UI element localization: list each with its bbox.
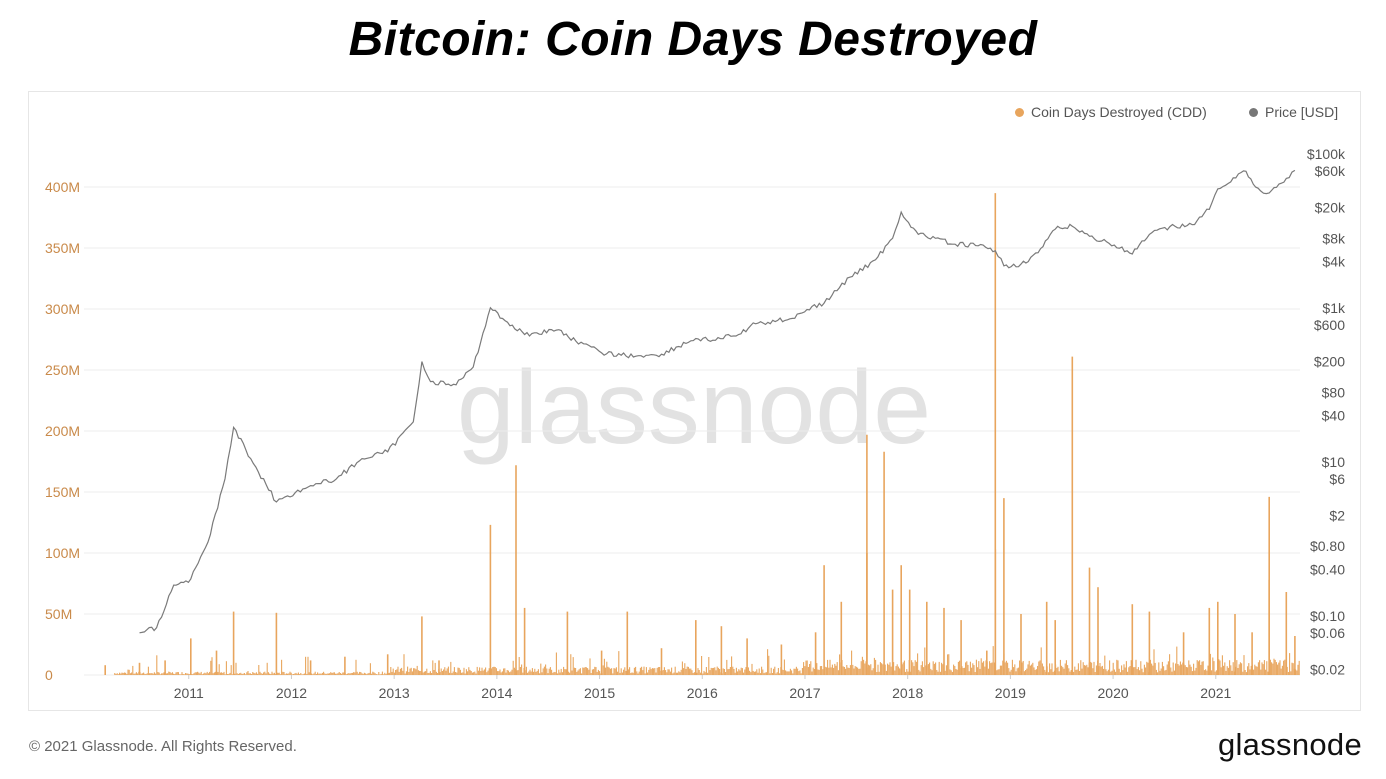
- axes: 0 50M 100M 150M 200M 250M 300M 350M 400M $0.02 $0.…: [45, 146, 1346, 701]
- right-tick-label: $0.80: [1310, 538, 1345, 554]
- x-tick-label: 2012: [276, 685, 307, 701]
- left-tick-label: 200M: [45, 423, 80, 439]
- grid: [84, 186, 1300, 676]
- cdd-bars: [104, 193, 1300, 675]
- glassnode-logo[interactable]: glassnode: [1217, 727, 1362, 762]
- chart-frame: [28, 91, 1361, 711]
- price-path: [139, 169, 1296, 634]
- right-tick-label: $600: [1314, 317, 1345, 333]
- page-title: Bitcoin: Coin Days Destroyed: [348, 13, 1038, 66]
- legend-price-label: Price [USD]: [1265, 104, 1339, 120]
- x-tick-label: 2020: [1098, 685, 1129, 701]
- watermark: glassnode: [457, 350, 931, 466]
- legend-cdd-marker: [1015, 107, 1024, 117]
- legend-cdd-label: Coin Days Destroyed (CDD): [1031, 104, 1207, 120]
- right-tick-label: $200: [1314, 354, 1345, 370]
- x-tick-label: 2019: [995, 685, 1026, 701]
- right-tick-label: $4k: [1322, 253, 1346, 269]
- right-tick-label: $6: [1329, 471, 1345, 487]
- left-tick-label: 250M: [45, 362, 80, 378]
- x-tick-label: 2017: [789, 685, 820, 701]
- left-tick-label: 150M: [45, 484, 80, 500]
- legend-item-cdd[interactable]: Coin Days Destroyed (CDD): [1015, 104, 1207, 120]
- x-tick-label: 2013: [379, 685, 410, 701]
- left-tick-label: 350M: [45, 240, 80, 256]
- x-tick-label: 2021: [1200, 685, 1231, 701]
- legend-item-price[interactable]: Price [USD]: [1249, 104, 1338, 120]
- legend-price-marker: [1249, 107, 1258, 117]
- x-tick-label: 2015: [584, 685, 615, 701]
- right-tick-label: $60k: [1315, 163, 1346, 179]
- right-tick-label: $1k: [1322, 300, 1346, 316]
- x-tick-label: 2018: [892, 685, 923, 701]
- left-tick-label: 50M: [45, 606, 72, 622]
- left-tick-label: 0: [45, 667, 53, 683]
- right-tick-label: $8k: [1322, 230, 1346, 246]
- x-tick-label: 2011: [174, 685, 204, 701]
- right-tick-label: $80: [1322, 384, 1346, 400]
- right-tick-label: $40: [1322, 407, 1346, 423]
- copyright: © 2021 Glassnode. All Rights Reserved.: [29, 738, 297, 755]
- x-tick-label: 2016: [687, 685, 718, 701]
- right-tick-label: $20k: [1315, 200, 1346, 216]
- left-tick-label: 300M: [45, 301, 80, 317]
- right-tick-label: $2: [1329, 508, 1345, 524]
- right-tick-label: $0.06: [1310, 625, 1345, 641]
- price-line: [139, 169, 1296, 634]
- left-tick-label: 100M: [45, 545, 80, 561]
- right-tick-label: $100k: [1307, 146, 1346, 162]
- right-tick-label: $0.10: [1310, 608, 1345, 624]
- x-tick-label: 2014: [481, 685, 512, 701]
- right-tick-label: $0.40: [1310, 561, 1345, 577]
- right-tick-label: $0.02: [1310, 662, 1345, 678]
- right-tick-label: $10: [1322, 454, 1346, 470]
- left-tick-label: 400M: [45, 179, 80, 195]
